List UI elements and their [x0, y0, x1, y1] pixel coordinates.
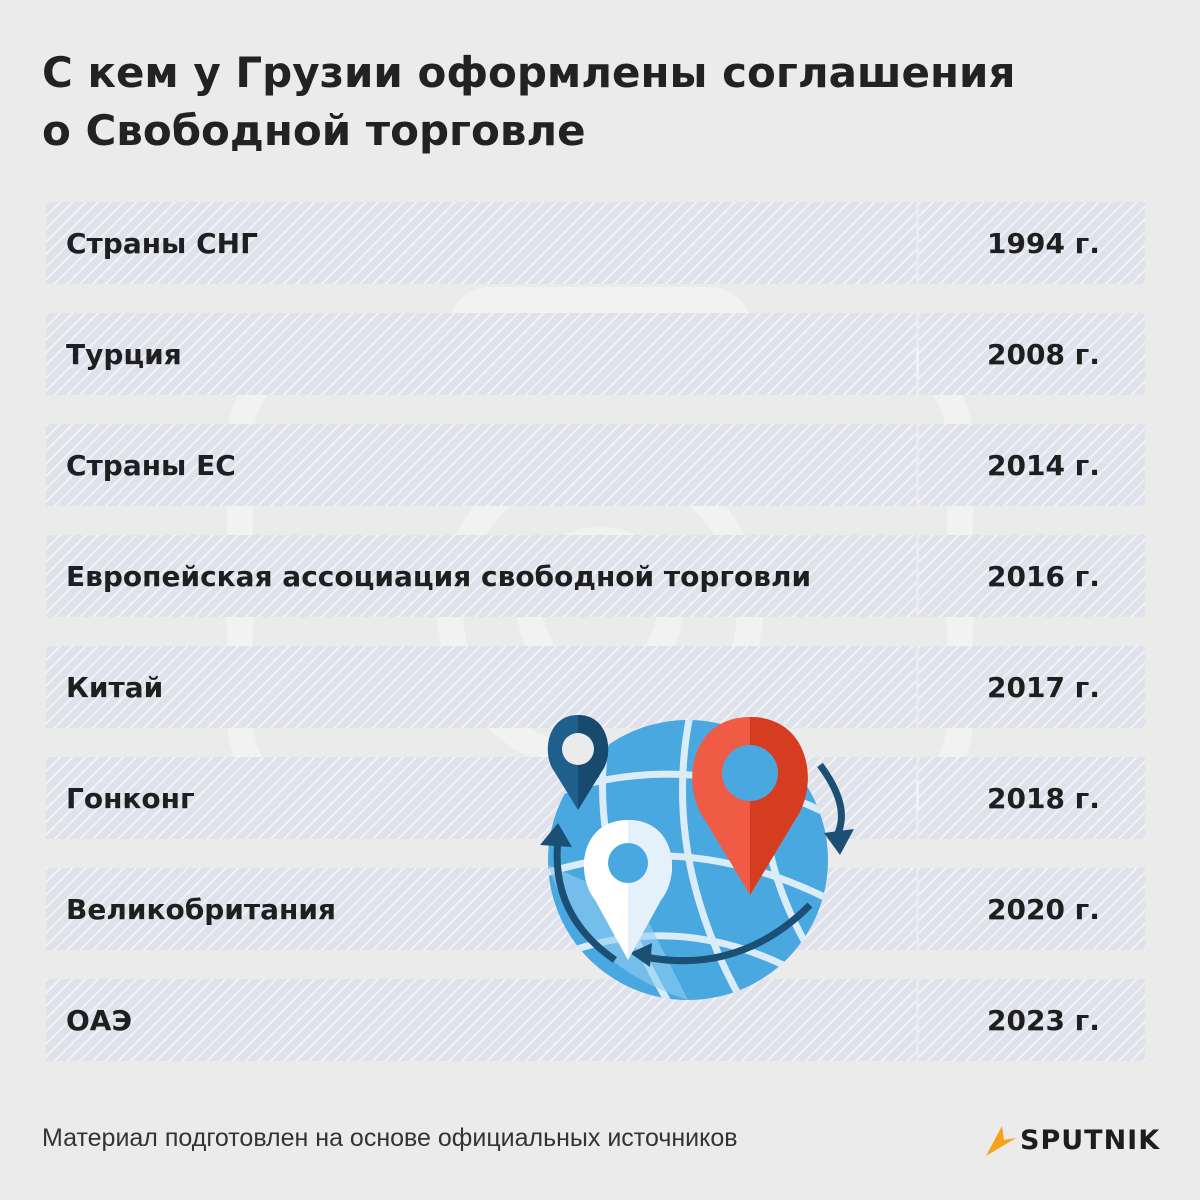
agreement-year: 2014 г. — [987, 448, 1100, 482]
agreement-name: Гонконг — [66, 781, 195, 815]
table-row: Страны ЕС 2014 г. — [46, 424, 1145, 506]
brand-name: SPUTNIK — [1020, 1124, 1161, 1156]
agreement-name: Великобритания — [66, 892, 336, 926]
agreement-year: 2023 г. — [987, 1003, 1100, 1037]
table-row: Китай 2017 г. — [46, 646, 1145, 728]
agreement-year: 2018 г. — [987, 781, 1100, 815]
agreement-name: Европейская ассоциация свободной торговл… — [66, 559, 812, 593]
source-note: Материал подготовлен на основе официальн… — [42, 1124, 738, 1152]
agreement-name: Турция — [66, 337, 182, 371]
agreement-year: 2017 г. — [987, 670, 1100, 704]
agreement-year: 2008 г. — [987, 337, 1100, 371]
table-row: Гонконг 2018 г. — [46, 757, 1145, 839]
table-row: Великобритания 2020 г. — [46, 868, 1145, 950]
agreement-name: Страны СНГ — [66, 226, 258, 260]
agreement-year: 1994 г. — [987, 226, 1100, 260]
sputnik-logo[interactable]: SPUTNIK — [982, 1120, 1160, 1160]
agreements-table: Страны СНГ 1994 г. Турция 2008 г. Страны… — [46, 202, 1145, 1090]
title-line-2: о Свободной торговле — [42, 106, 586, 155]
table-row: Турция 2008 г. — [46, 313, 1145, 395]
table-row: Страны СНГ 1994 г. — [46, 202, 1145, 284]
agreement-year: 2016 г. — [987, 559, 1100, 593]
title-line-1: С кем у Грузии оформлены соглашения — [42, 48, 1016, 97]
sputnik-logo-icon — [986, 1126, 1016, 1156]
agreement-name: ОАЭ — [66, 1003, 133, 1037]
page-title: С кем у Грузии оформлены соглашения о Св… — [42, 44, 1152, 160]
table-row: ОАЭ 2023 г. — [46, 979, 1145, 1061]
agreement-name: Страны ЕС — [66, 448, 236, 482]
table-row: Европейская ассоциация свободной торговл… — [46, 535, 1145, 617]
agreement-name: Китай — [66, 670, 164, 704]
agreement-year: 2020 г. — [987, 892, 1100, 926]
